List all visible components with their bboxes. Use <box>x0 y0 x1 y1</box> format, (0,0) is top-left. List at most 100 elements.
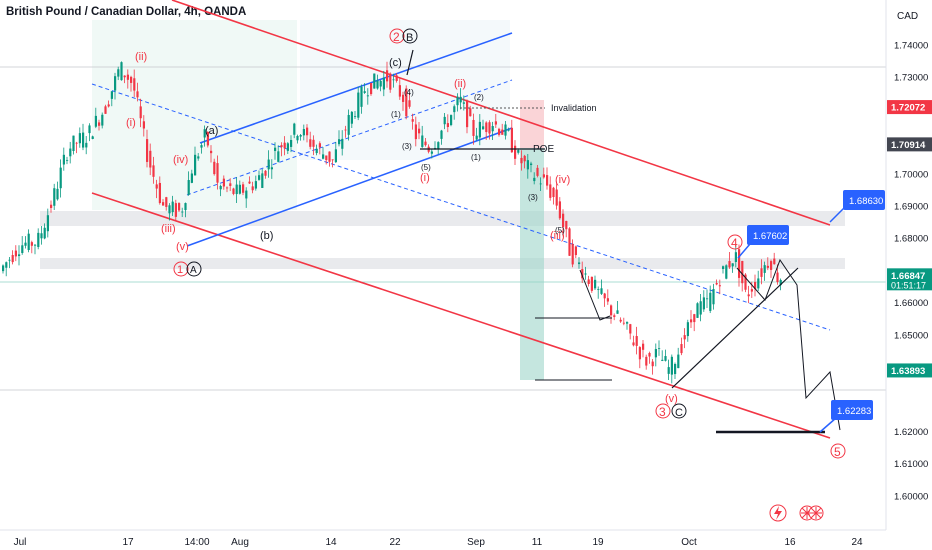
candles <box>2 61 782 384</box>
candle <box>594 275 597 291</box>
candle <box>418 122 421 140</box>
candle <box>360 84 363 114</box>
candle <box>398 77 401 100</box>
wave-label: (v) <box>176 241 189 253</box>
callout-1.67602[interactable]: 1.67602 <box>737 225 789 259</box>
candle <box>622 317 625 326</box>
candle <box>629 323 632 340</box>
candle <box>242 181 245 196</box>
candle <box>21 236 24 255</box>
candle <box>190 169 193 184</box>
candle <box>693 313 696 332</box>
candle <box>696 302 699 319</box>
svg-text:1.68630: 1.68630 <box>849 196 883 207</box>
candle <box>62 147 65 171</box>
candle <box>56 181 59 201</box>
candle <box>85 136 88 155</box>
callout-1.62283[interactable]: 1.62283 <box>819 400 873 433</box>
wave-label: (ii) <box>135 51 147 63</box>
price-tick-label: 1.60000 <box>894 491 928 502</box>
candle <box>66 156 69 165</box>
candle <box>184 202 187 218</box>
candle <box>130 75 133 92</box>
candle <box>603 292 606 307</box>
candle <box>248 176 251 184</box>
time-tick-label: Aug <box>231 537 249 548</box>
lightning-icon[interactable] <box>769 504 787 522</box>
candle <box>773 252 776 265</box>
wave-labels: (ii) (i) (iv) (iii) (v) (ii) (i) (iv) (i… <box>126 51 678 405</box>
candle <box>539 177 542 192</box>
time-axis[interactable]: Jul 17 14:00 Aug 14 22 Sep 11 19 Oct 16 24 <box>14 537 863 548</box>
candle <box>504 121 507 140</box>
circle-label-4: 4 <box>727 234 743 250</box>
time-tick-label: 24 <box>851 537 863 548</box>
red-channel-top <box>171 0 831 226</box>
candle <box>370 82 373 96</box>
candle <box>568 227 571 256</box>
callout-1.68630[interactable]: 1.68630 <box>829 190 885 223</box>
candle <box>110 91 113 107</box>
candle <box>155 179 158 199</box>
candle <box>98 119 101 131</box>
wave-label: (5) <box>421 163 431 172</box>
circle-label-3C: 3 C <box>655 403 687 419</box>
candle <box>686 319 689 342</box>
wave-label: (b) <box>260 230 273 242</box>
candle <box>5 261 8 277</box>
candle <box>283 136 286 156</box>
candle <box>203 125 206 147</box>
candle <box>626 321 629 330</box>
candle <box>315 144 318 156</box>
candle <box>226 186 229 193</box>
candle <box>174 199 177 221</box>
bullish-zone-2 <box>300 20 510 160</box>
candle <box>251 181 254 194</box>
candle <box>478 114 481 146</box>
candle <box>376 74 379 90</box>
candle <box>206 131 209 148</box>
candle <box>632 335 635 347</box>
price-tick-label: 1.66000 <box>894 298 928 309</box>
candle <box>18 245 21 266</box>
candle <box>523 154 526 169</box>
price-label: 1.72072 <box>887 100 932 115</box>
candle <box>94 107 97 129</box>
candle <box>194 146 197 176</box>
wave-label: (iii) <box>161 223 176 235</box>
candle <box>280 142 283 157</box>
svg-text:4: 4 <box>731 236 738 250</box>
candle <box>354 111 357 120</box>
wave-label: (a) <box>205 125 218 137</box>
candle <box>75 141 78 154</box>
price-tick-label: 1.62000 <box>894 427 928 438</box>
flag-icon-ca[interactable] <box>808 505 824 521</box>
candle <box>744 273 747 293</box>
svg-text:1.67602: 1.67602 <box>753 231 787 242</box>
candle <box>654 343 657 367</box>
currency-label: CAD <box>897 11 918 22</box>
candle <box>331 159 334 168</box>
candle <box>526 153 529 179</box>
candle <box>562 209 565 237</box>
candle <box>37 228 40 250</box>
candle <box>728 251 731 269</box>
candle <box>46 208 49 238</box>
candle <box>734 244 737 268</box>
candle <box>171 195 174 216</box>
candle <box>43 223 46 240</box>
candle <box>760 259 763 285</box>
svg-text:1.70914: 1.70914 <box>891 140 926 151</box>
candle <box>222 175 225 190</box>
bullish-zone <box>92 20 297 210</box>
price-axis[interactable] <box>886 0 932 530</box>
candle <box>482 119 485 131</box>
candle <box>558 197 561 220</box>
candle <box>296 134 299 144</box>
candle <box>421 125 424 149</box>
price-tick-label: 1.68000 <box>894 234 928 245</box>
wave-label: (c) <box>389 57 402 69</box>
candle <box>210 145 213 163</box>
candle <box>597 286 600 299</box>
